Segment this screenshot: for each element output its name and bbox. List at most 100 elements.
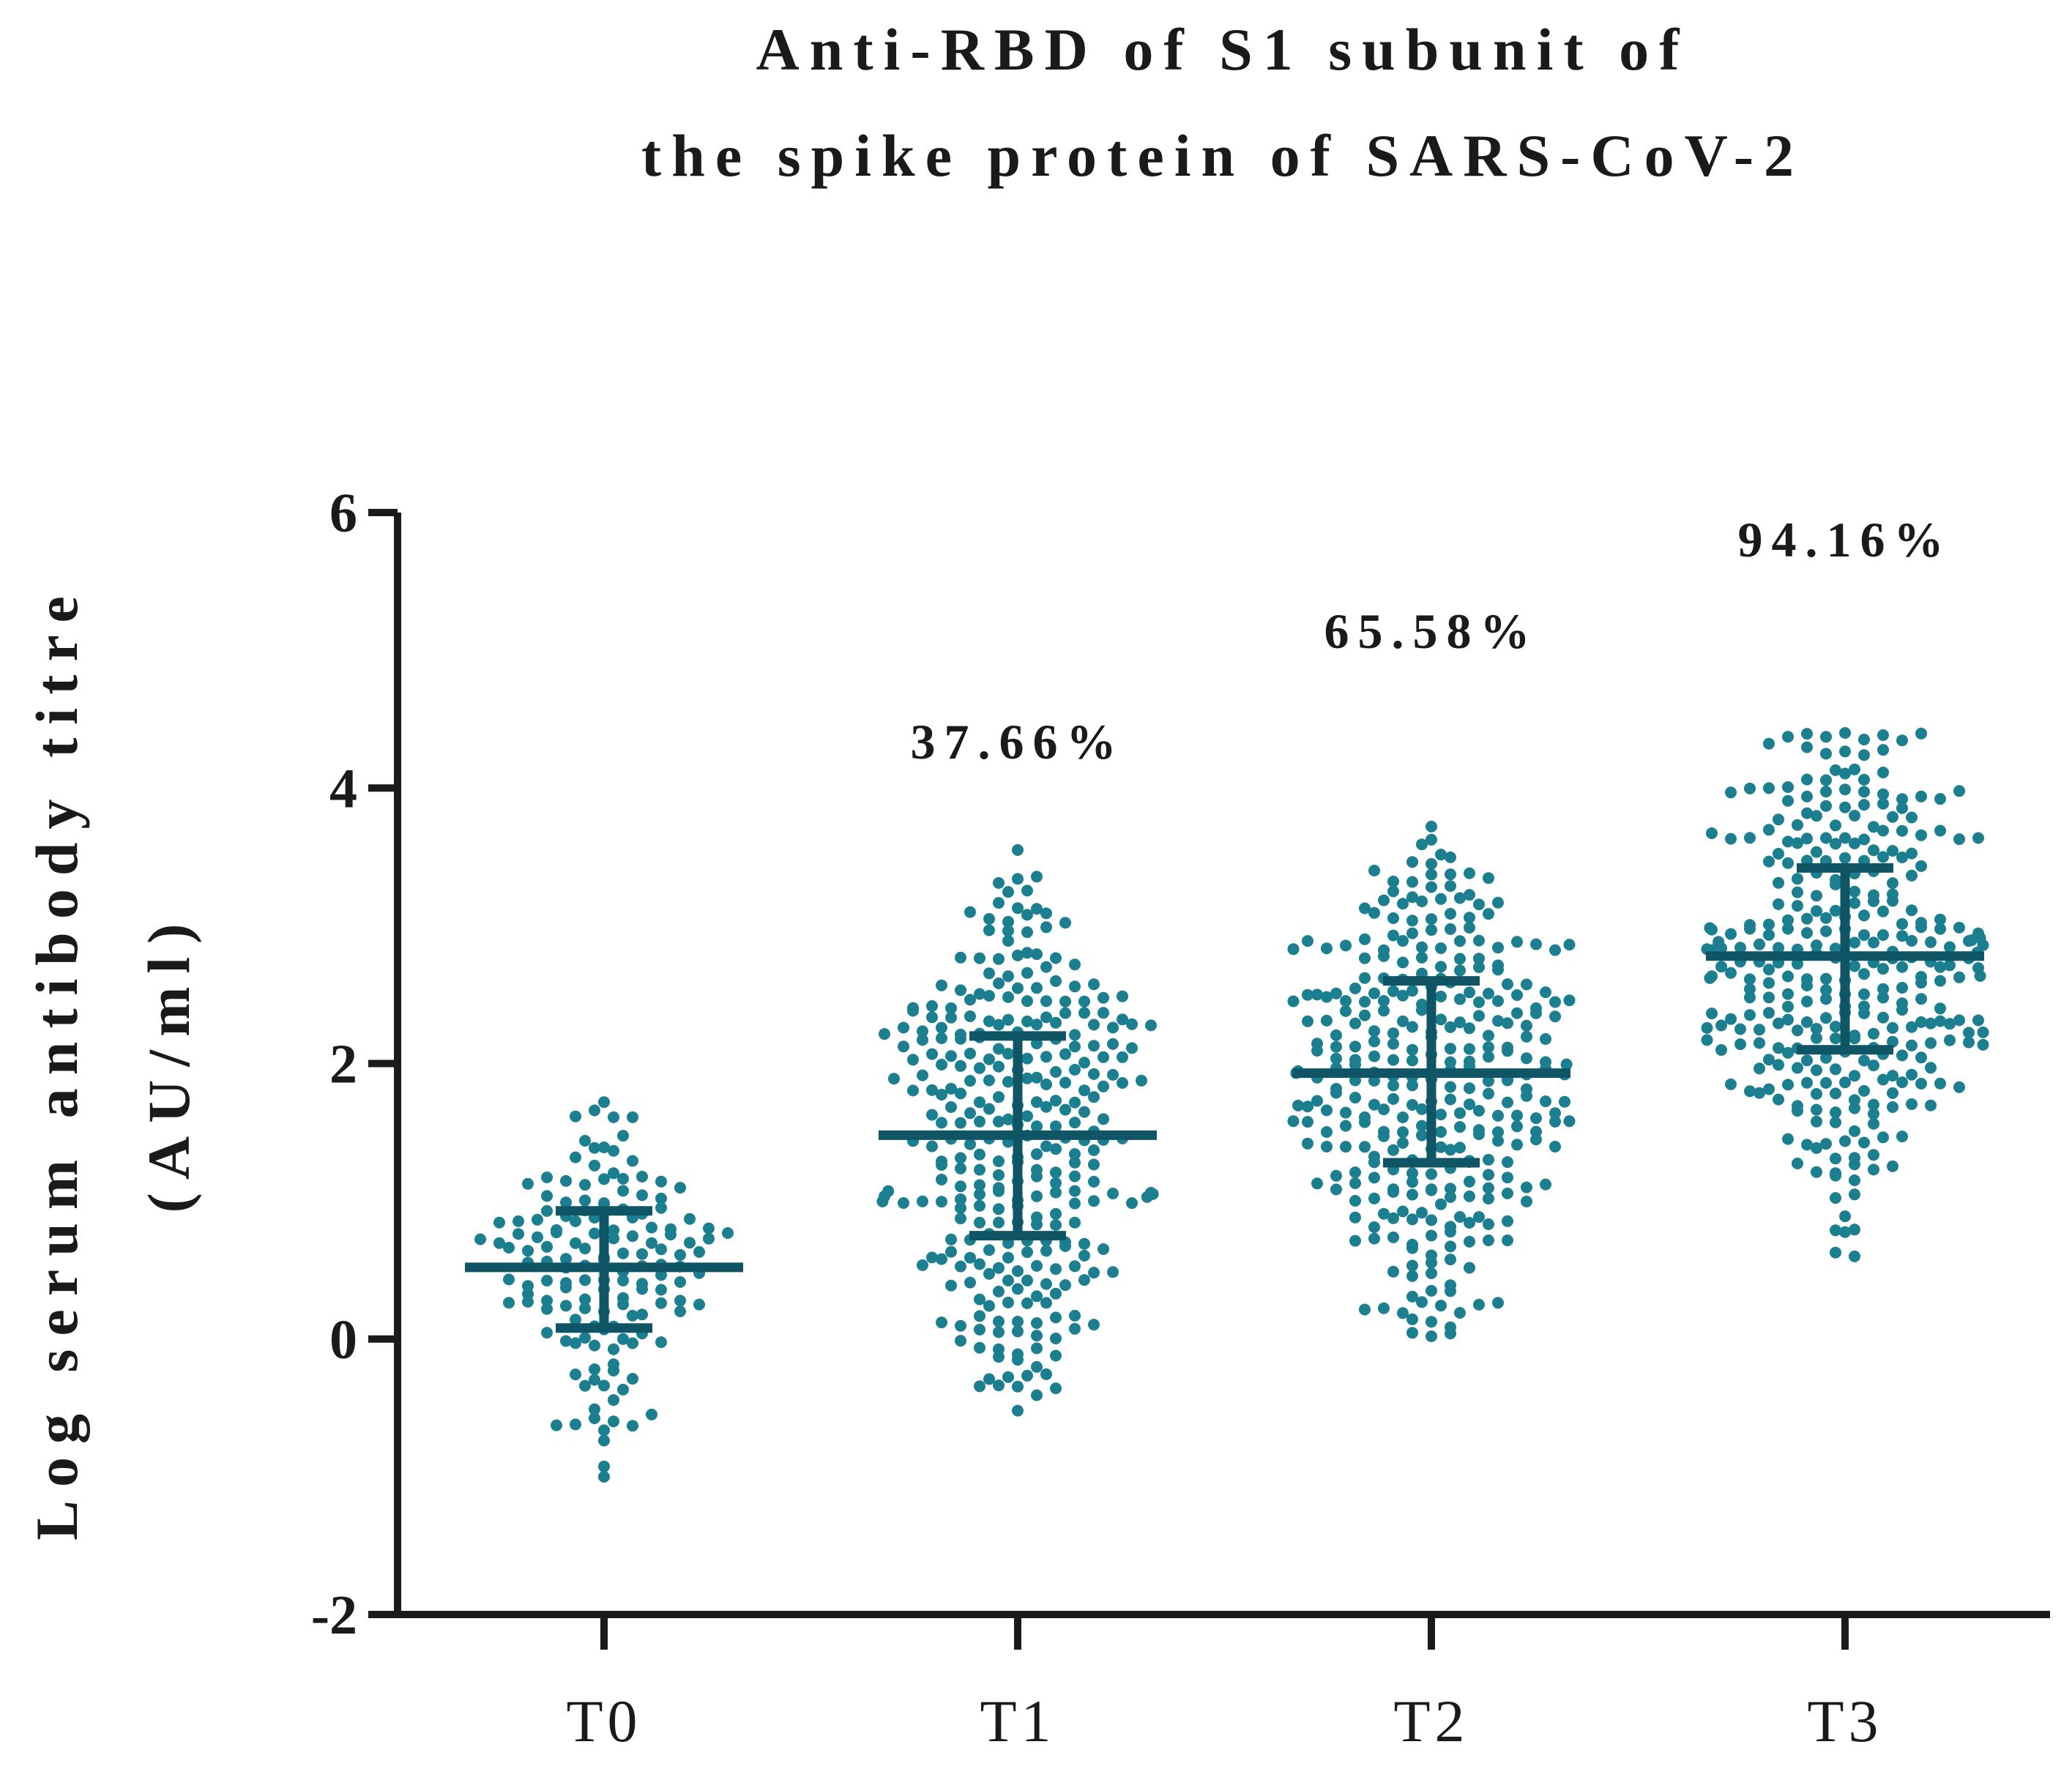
data-point-t0 [474, 1233, 486, 1245]
data-point-t2 [1454, 1307, 1466, 1319]
data-point-t3 [1701, 1021, 1713, 1034]
data-point-t1 [879, 1028, 890, 1040]
data-point-t2 [1406, 1259, 1418, 1272]
data-point-t1 [1117, 990, 1128, 1002]
data-point-t2 [1426, 1316, 1437, 1328]
data-point-t3 [1925, 1099, 1937, 1111]
data-point-t1 [936, 1032, 947, 1044]
data-point-t2 [1540, 986, 1551, 999]
data-point-t3 [1839, 1135, 1851, 1147]
data-point-t3 [1896, 1076, 1908, 1089]
data-point-t1 [1002, 1251, 1014, 1264]
data-point-t1 [1031, 1360, 1043, 1373]
data-point-t3 [1906, 934, 1918, 947]
data-point-t2 [1454, 1142, 1466, 1154]
data-point-t1 [1050, 1349, 1062, 1362]
data-point-t2 [1549, 1107, 1561, 1120]
data-point-t2 [1387, 1212, 1399, 1224]
data-point-t1 [955, 1152, 966, 1164]
data-point-t3 [1868, 844, 1879, 857]
data-point-t3 [1972, 1014, 1984, 1027]
data-point-t2 [1416, 1004, 1428, 1016]
data-point-t1 [1002, 970, 1014, 983]
percent-label-t2: 65.58% [1324, 603, 1539, 659]
data-point-t2 [1435, 1109, 1447, 1121]
data-point-t2 [1311, 1095, 1323, 1107]
data-point-t2 [1359, 972, 1371, 984]
data-point-t1 [1012, 1265, 1024, 1277]
data-point-t3 [1858, 929, 1870, 942]
data-point-t0 [579, 1243, 591, 1255]
data-point-t2 [1406, 1327, 1418, 1339]
data-point-t3 [1896, 734, 1908, 747]
data-point-t0 [589, 1104, 600, 1117]
data-point-t1 [993, 977, 1005, 989]
data-point-t1 [974, 1341, 985, 1354]
data-point-t2 [1454, 892, 1466, 904]
data-point-t0 [551, 1419, 562, 1431]
data-point-t1 [1021, 947, 1033, 959]
data-point-t3 [1744, 973, 1756, 986]
data-point-t2 [1302, 935, 1313, 947]
data-point-t0 [655, 1243, 667, 1256]
data-point-t1 [1069, 1064, 1081, 1076]
data-point-t2 [1387, 1231, 1399, 1243]
data-point-t3 [1906, 904, 1918, 917]
data-point-t2 [1464, 1175, 1475, 1188]
data-point-t0 [541, 1172, 553, 1183]
data-point-t2 [1530, 1112, 1542, 1125]
data-point-t1 [1002, 1296, 1014, 1308]
data-point-t1 [1050, 975, 1062, 987]
data-point-t2 [1511, 1007, 1523, 1019]
x-tick-label: T1 [980, 1688, 1055, 1754]
data-point-t1 [1021, 1110, 1033, 1122]
data-point-t1 [1021, 926, 1033, 939]
data-point-t3 [1858, 968, 1870, 980]
data-point-t2 [1549, 1010, 1561, 1023]
y-tick-label: 2 [329, 1034, 357, 1095]
data-point-t2 [1540, 1033, 1551, 1045]
data-point-t1 [1098, 1080, 1109, 1092]
data-point-t1 [898, 1040, 909, 1053]
data-point-t2 [1549, 1115, 1561, 1128]
data-point-t2 [1492, 1109, 1504, 1122]
data-point-t3 [1858, 1136, 1870, 1149]
data-point-t3 [1811, 905, 1822, 917]
data-point-t0 [608, 1415, 619, 1428]
data-point-t3 [1934, 913, 1946, 926]
data-point-t2 [1502, 1017, 1513, 1029]
data-point-t2 [1483, 1169, 1494, 1181]
y-axis-label-line-2: (AU/ml) [135, 911, 202, 1213]
data-point-t0 [674, 1295, 686, 1307]
data-point-t2 [1464, 1022, 1475, 1035]
data-point-t3 [1763, 782, 1775, 794]
data-point-t1 [1069, 1117, 1081, 1129]
data-point-t2 [1483, 1218, 1494, 1230]
data-point-t0 [589, 1339, 600, 1352]
data-point-t2 [1416, 838, 1428, 851]
data-point-t1 [983, 1074, 995, 1087]
data-point-t1 [1050, 1186, 1062, 1199]
data-point-t1 [1050, 1287, 1062, 1300]
data-point-t1 [983, 1053, 995, 1065]
data-point-t1 [1021, 1052, 1033, 1065]
data-point-t3 [1792, 1024, 1803, 1037]
data-point-t3 [1801, 1016, 1813, 1028]
data-point-t1 [876, 1195, 889, 1207]
data-point-t2 [1473, 1010, 1485, 1022]
data-point-t3 [1953, 833, 1965, 846]
data-point-t2 [1349, 1092, 1361, 1104]
data-point-t0 [522, 1245, 534, 1257]
data-point-t2 [1378, 950, 1390, 962]
data-point-t0 [560, 1196, 572, 1209]
data-point-t3 [1977, 1038, 1989, 1051]
data-point-t1 [1012, 843, 1024, 856]
y-tick-label: 0 [329, 1309, 357, 1371]
data-point-t3 [1830, 1116, 1841, 1128]
data-point-t2 [1560, 1058, 1573, 1070]
data-point-t2 [1340, 939, 1352, 952]
data-point-t0 [674, 1275, 686, 1288]
data-point-t3 [1782, 1046, 1794, 1059]
data-point-t2 [1406, 1021, 1418, 1033]
data-point-t3 [1906, 1098, 1918, 1110]
